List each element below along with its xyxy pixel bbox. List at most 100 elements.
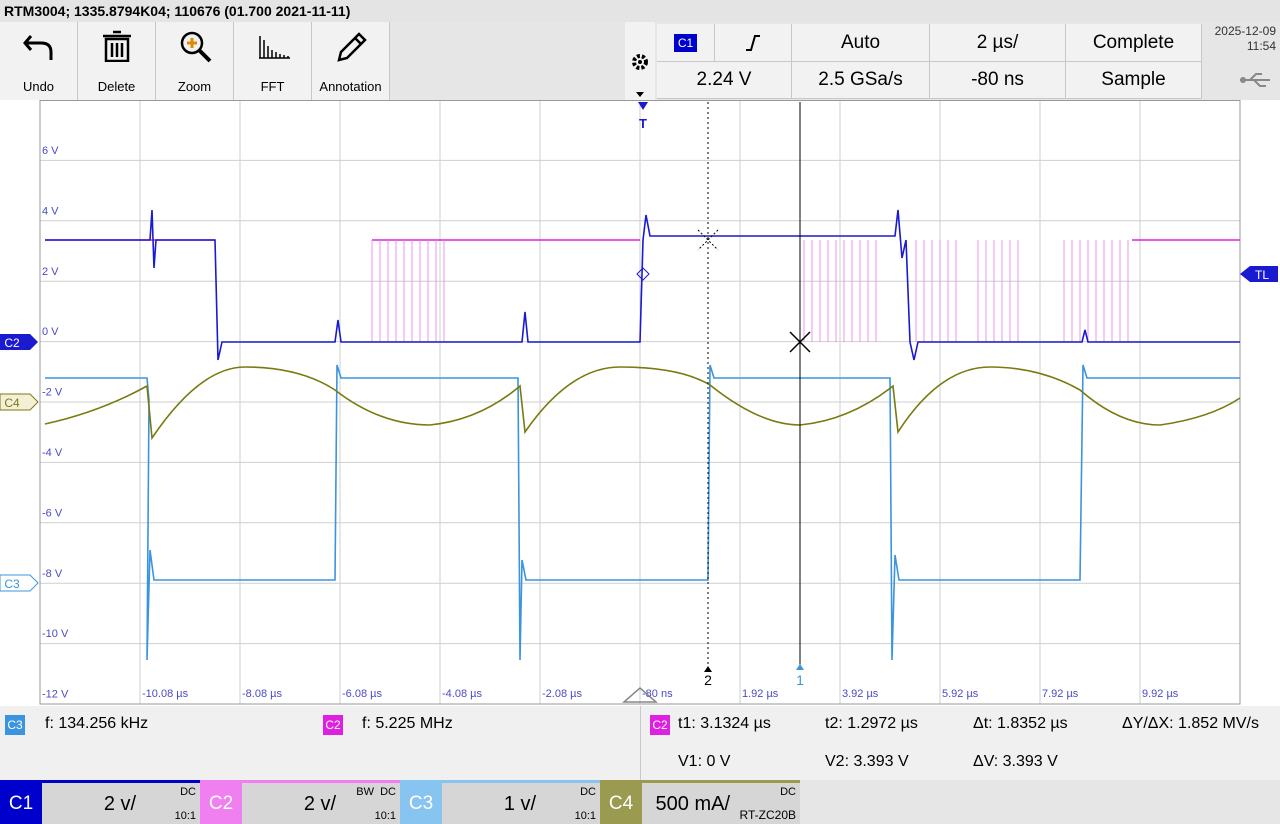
x-label: 9.92 µs [1142, 688, 1179, 700]
channel-c1[interactable]: C1 2 v/DC 10:1 [0, 780, 200, 824]
cursor-2-label: 2 [704, 672, 712, 688]
coupling: DC [180, 786, 196, 798]
channel-scale: 1 v/ [503, 793, 537, 815]
trigger-level-marker[interactable] [1240, 266, 1278, 282]
cursor-t2: t2: 1.2972 µs [825, 715, 918, 732]
toolbar-space [390, 22, 625, 100]
probe: 10:1 [574, 810, 596, 822]
time: 11:54 [1246, 39, 1276, 53]
undo-icon [23, 35, 53, 60]
button-label: Undo [22, 79, 55, 94]
fft-icon [259, 36, 290, 59]
trace-c2-pulses [371, 240, 1129, 342]
y-label: 0 V [42, 326, 59, 338]
button-label: Annotation [319, 79, 382, 94]
channel-scale: 2 v/ [103, 793, 137, 815]
channel-name: C4 [600, 783, 642, 824]
coupling: DC [780, 786, 796, 798]
channel-name: C3 [400, 783, 442, 824]
trigger-channel: C1 [673, 33, 698, 52]
probe: 10:1 [174, 810, 196, 822]
c2-marker[interactable] [0, 334, 38, 350]
y-label: -10 V [42, 628, 69, 640]
cursor-t1: t1: 3.1324 µs [678, 715, 771, 732]
x-label: -2.08 µs [542, 688, 582, 700]
slope-icon [746, 34, 760, 51]
y-label: -2 V [42, 387, 63, 399]
cursor-slope: ΔY/ΔX: 1.852 MV/s [1122, 715, 1259, 732]
y-label: -12 V [42, 689, 69, 701]
acquisition-mode[interactable]: Sample [1066, 62, 1202, 99]
trigger-point [636, 267, 650, 281]
trigger-level-label: TL [1255, 268, 1269, 282]
channel-c3[interactable]: C3 1 v/DC 10:1 [400, 780, 600, 824]
bandwidth: BW [356, 786, 374, 798]
cursor-1-marker [796, 664, 804, 670]
trigger-label: T [639, 116, 647, 131]
trigger-marker [638, 102, 648, 110]
trace-c3 [45, 364, 1240, 661]
trace-c1 [45, 209, 1240, 361]
cursor-1-label: 1 [796, 672, 804, 688]
c4-marker[interactable] [0, 393, 39, 411]
c3-marker[interactable] [0, 574, 39, 592]
button-label: Delete [97, 79, 136, 94]
annotation-button[interactable]: Annotation [312, 22, 390, 100]
trigger-mode[interactable]: Auto [792, 24, 930, 62]
settings-button[interactable] [625, 22, 655, 100]
x-label: -6.08 µs [342, 688, 382, 700]
delete-icon [103, 30, 131, 62]
cursor-dv: ΔV: 3.393 V [973, 753, 1058, 770]
undo-button[interactable]: Undo [0, 22, 78, 100]
c2-marker-label: C2 [4, 336, 20, 350]
measurement: f: 5.225 MHz [362, 715, 453, 732]
y-label: 4 V [42, 205, 59, 217]
trigger-level[interactable]: 2.24 V [657, 62, 792, 99]
y-label: 6 V [42, 145, 59, 157]
datetime: 2025-12-09 11:54 [1202, 24, 1280, 54]
date: 2025-12-09 [1214, 24, 1276, 38]
trace-c4 [44, 366, 1241, 441]
acquisition[interactable]: Complete [1066, 24, 1202, 62]
x-label: 1.92 µs [742, 688, 779, 700]
coupling: DC [580, 786, 596, 798]
zoom-button[interactable]: Zoom [156, 22, 234, 100]
c3-marker-label: C3 [4, 577, 20, 591]
sample-rate[interactable]: 2.5 GSa/s [792, 62, 930, 99]
annotation-icon [337, 32, 367, 62]
divider [640, 706, 641, 780]
y-label: -4 V [42, 447, 63, 459]
x-label: 3.92 µs [842, 688, 879, 700]
cursor-cross [789, 331, 811, 353]
channel-name: C1 [0, 783, 42, 824]
cursor-cross-2 [697, 229, 719, 251]
trigger-slope[interactable] [715, 24, 792, 62]
timebase[interactable]: 2 µs/ [930, 24, 1066, 62]
cursor-v1: V1: 0 V [678, 753, 731, 770]
channel-c2[interactable]: C2 2 v/BW DC 10:1 [200, 780, 400, 824]
gear-icon [632, 54, 648, 97]
x-label: -4.08 µs [442, 688, 482, 700]
y-label: -8 V [42, 568, 63, 580]
horizontal-position[interactable]: -80 ns [930, 62, 1066, 99]
probe: 10:1 [374, 810, 396, 822]
usb-icon [1240, 73, 1270, 87]
fft-button[interactable]: FFT [234, 22, 312, 100]
x-labels: -10.08 µs -8.08 µs -6.08 µs -4.08 µs -2.08 µ… [142, 688, 1179, 700]
grid [40, 100, 1240, 704]
c4-marker-label: C4 [4, 396, 20, 410]
button-label: FFT [260, 79, 285, 94]
y-label: -6 V [42, 507, 63, 519]
y-labels: 6 V 4 V 2 V 0 V -2 V -4 V -6 V -8 V -10 V -12 V [42, 145, 69, 701]
display-border [39, 100, 1241, 705]
delete-button[interactable]: Delete [78, 22, 156, 100]
x-label: -8.08 µs [242, 688, 282, 700]
zoom-icon [180, 31, 212, 63]
channel-name: C2 [200, 783, 242, 824]
y-label: 2 V [42, 266, 59, 278]
button-label: Zoom [177, 79, 212, 94]
channel-c4[interactable]: C4 500 mA/DC RT-ZC20B [600, 780, 800, 824]
trigger-source[interactable]: C1 [657, 24, 715, 62]
traces [44, 209, 1241, 661]
